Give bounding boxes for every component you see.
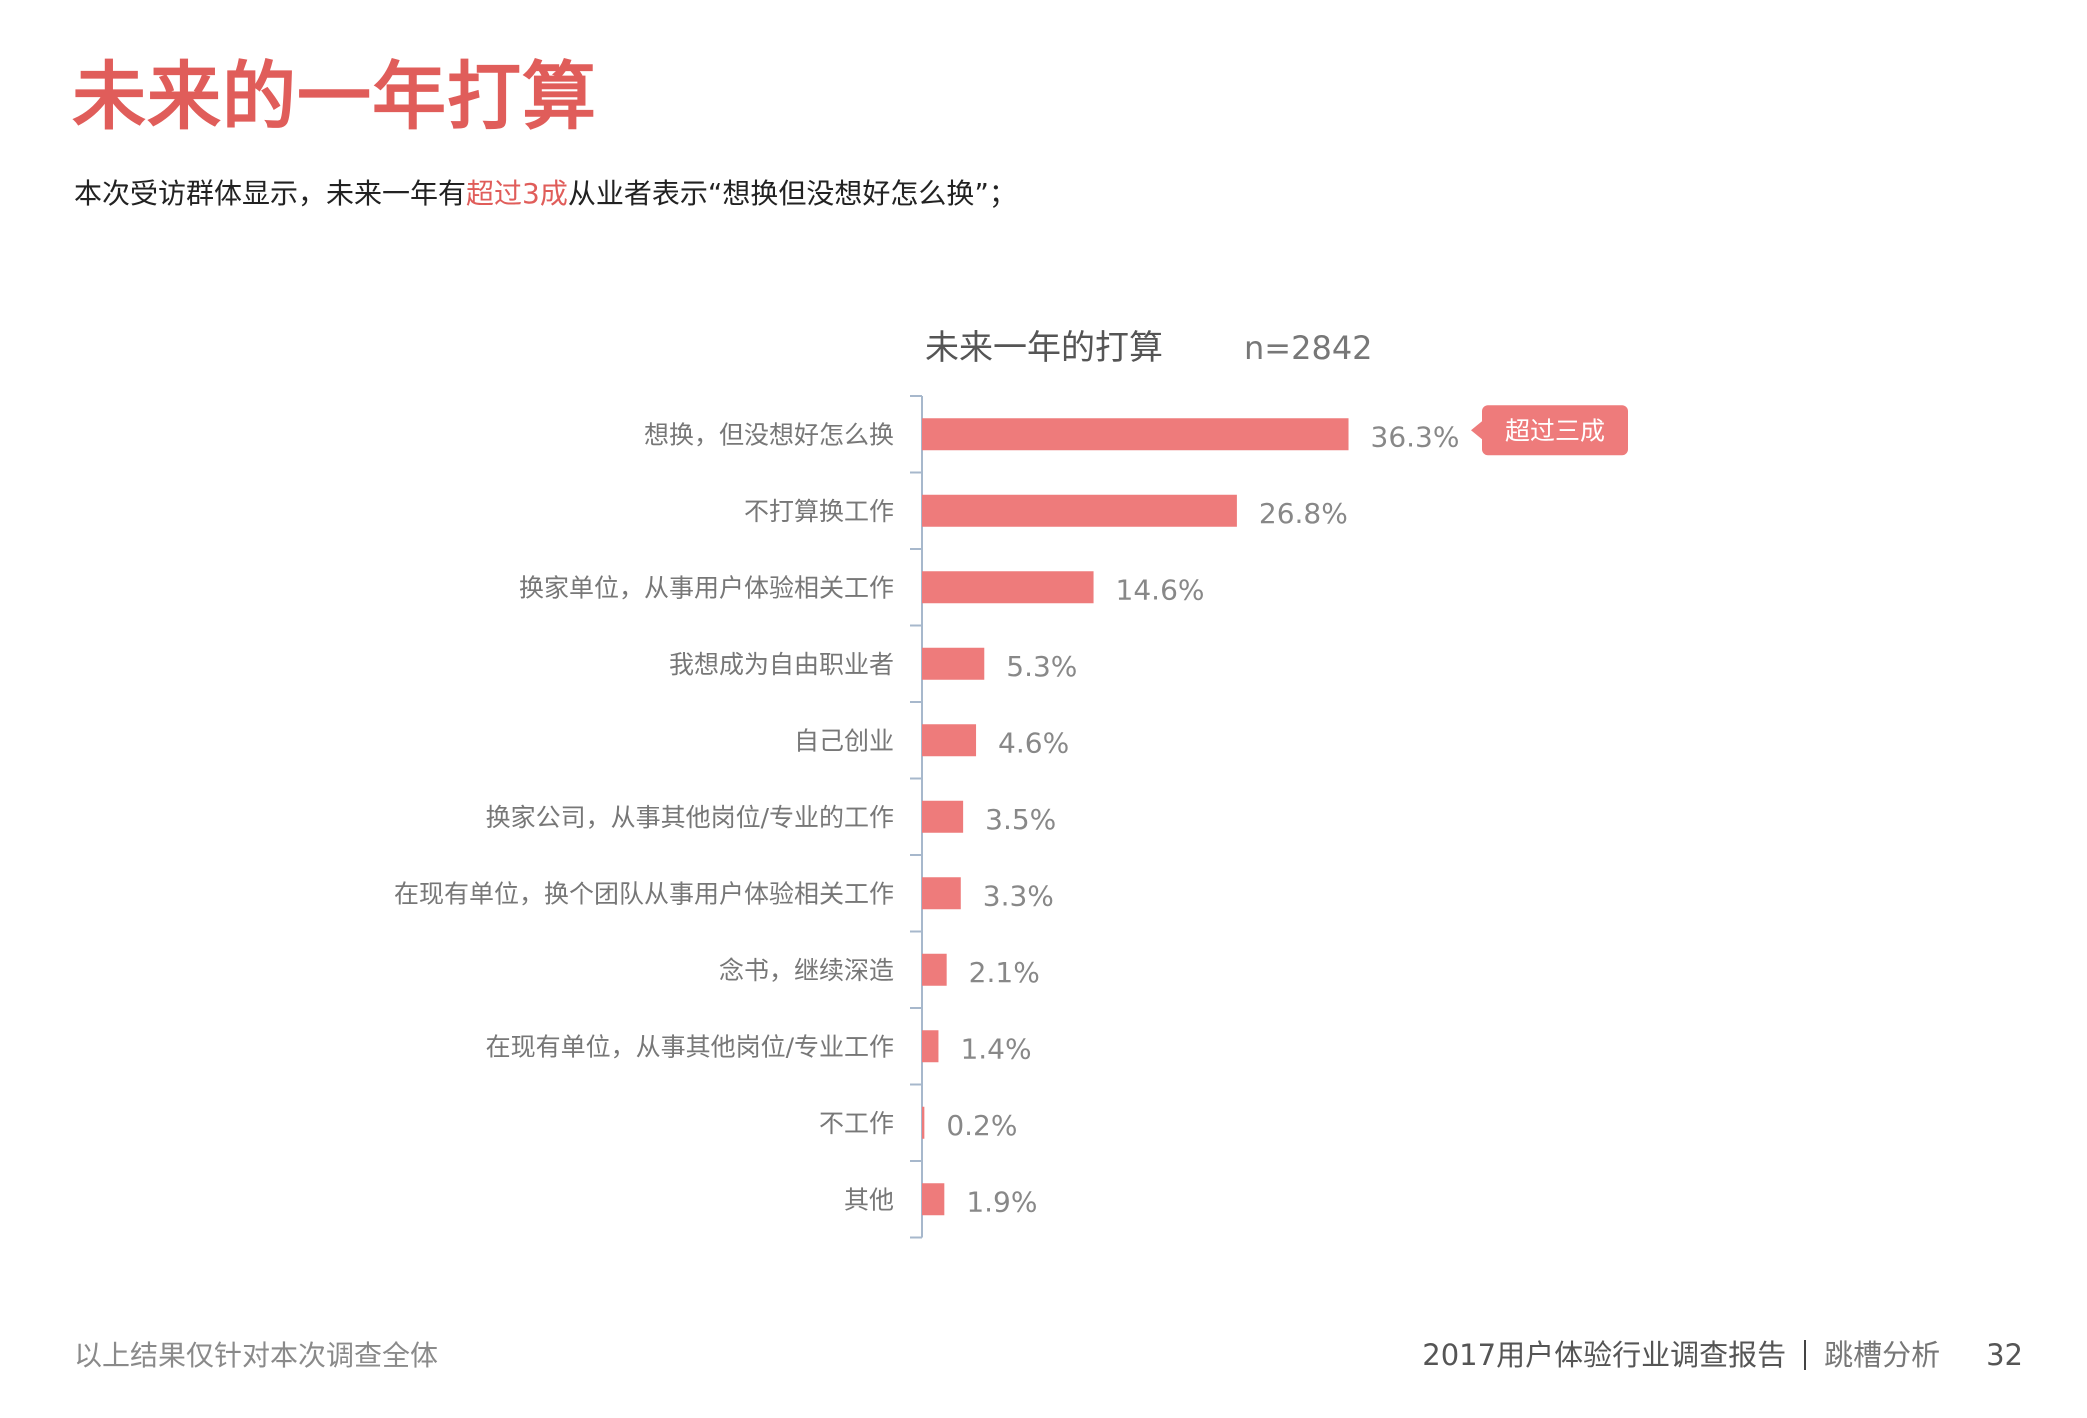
value-label: 4.6% — [998, 726, 1069, 759]
value-label: 1.4% — [960, 1032, 1031, 1065]
subtitle-text-end: 从业者表示“想换但没想好怎么换”； — [567, 177, 1017, 210]
category-label: 其他 — [844, 1185, 894, 1214]
category-label: 不打算换工作 — [744, 497, 894, 526]
value-label: 36.3% — [1371, 420, 1460, 453]
page-number: 32 — [1986, 1338, 2023, 1372]
category-label: 在现有单位，从事其他岗位/专业工作 — [486, 1032, 894, 1061]
value-label: 14.6% — [1116, 573, 1205, 606]
section-name: 跳槽分析 — [1824, 1338, 1941, 1372]
value-label: 5.3% — [1006, 650, 1077, 683]
value-label: 2.1% — [969, 956, 1040, 989]
value-label: 0.2% — [946, 1109, 1017, 1142]
report-name: 2017用户体验行业调查报告 — [1422, 1338, 1787, 1372]
subtitle-text: 本次受访群体显示，未来一年有 — [74, 177, 467, 210]
bar — [922, 647, 985, 680]
value-label: 26.8% — [1259, 497, 1348, 530]
callout-text: 超过三成 — [1505, 416, 1605, 445]
footer-info: 2017用户体验行业调查报告 跳槽分析 32 — [1422, 1336, 2023, 1374]
bar — [922, 877, 961, 910]
chart-sample-size: n=2842 — [1244, 329, 1373, 367]
category-label: 换家单位，从事用户体验相关工作 — [519, 573, 894, 602]
chart-title: 未来一年的打算 — [925, 328, 1163, 368]
category-label: 念书，继续深造 — [719, 956, 894, 985]
footer-note: 以上结果仅针对本次调查全体 — [74, 1339, 439, 1372]
bar — [922, 571, 1094, 604]
subtitle-highlight: 超过3成 — [466, 177, 568, 210]
bar — [922, 1183, 945, 1216]
bar — [922, 1030, 939, 1063]
value-label: 1.9% — [966, 1185, 1037, 1218]
callout-pointer — [1471, 421, 1482, 440]
footer-divider — [1804, 1340, 1807, 1370]
value-label: 3.5% — [985, 803, 1056, 836]
bar — [922, 724, 977, 757]
category-label: 不工作 — [819, 1109, 894, 1138]
bar — [922, 418, 1349, 451]
bar — [922, 800, 964, 833]
category-label: 换家公司，从事其他岗位/专业的工作 — [486, 803, 894, 832]
category-label: 自己创业 — [794, 726, 894, 755]
page-subtitle: 本次受访群体显示，未来一年有超过3成从业者表示“想换但没想好怎么换”； — [74, 176, 1017, 212]
bar — [922, 1106, 925, 1139]
bar — [922, 953, 947, 986]
category-label: 在现有单位，换个团队从事用户体验相关工作 — [394, 879, 894, 908]
callout-badge — [1482, 405, 1628, 456]
category-label: 我想成为自由职业者 — [669, 650, 894, 679]
page-title: 未来的一年打算 — [72, 54, 597, 140]
bar — [922, 494, 1237, 527]
value-label: 3.3% — [983, 879, 1054, 912]
category-label: 想换，但没想好怎么换 — [644, 420, 894, 449]
